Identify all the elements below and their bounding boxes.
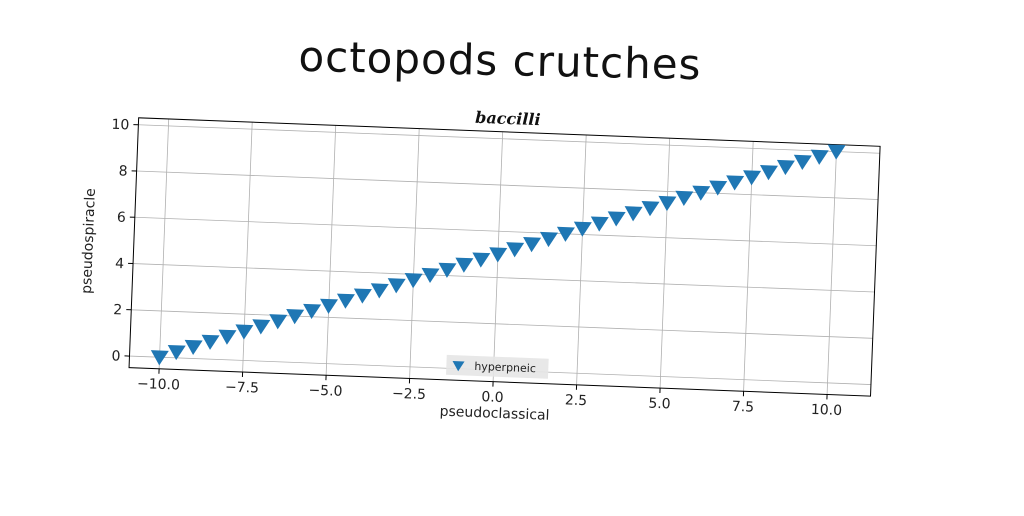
y-tick-label: 6 [117, 210, 127, 226]
legend-label: hyperpneic [474, 360, 536, 375]
x-tick-label: 2.5 [565, 392, 588, 409]
y-tick-label: 2 [113, 302, 123, 318]
y-tick-label: 8 [118, 163, 128, 179]
x-tick-label: 7.5 [732, 399, 755, 416]
x-tick-label: 10.0 [811, 402, 843, 419]
y-tick-label: 0 [111, 348, 121, 364]
x-tick-label: −5.0 [308, 383, 343, 400]
y-tick-label: 4 [115, 256, 125, 272]
x-tick-label: 0.0 [481, 389, 504, 406]
x-tick-label: −10.0 [137, 376, 180, 394]
x-tick-label: −7.5 [225, 379, 260, 396]
y-tick-label: 10 [111, 117, 129, 134]
chart-subtitle: baccilli [475, 108, 541, 129]
plot-area [129, 118, 880, 396]
legend: hyperpneic [446, 355, 549, 379]
y-axis-label: pseudospiracle [79, 188, 99, 294]
x-axis-label: pseudoclassical [439, 404, 549, 424]
x-tick-label: −2.5 [392, 386, 427, 403]
x-tick-label: 5.0 [648, 396, 671, 413]
